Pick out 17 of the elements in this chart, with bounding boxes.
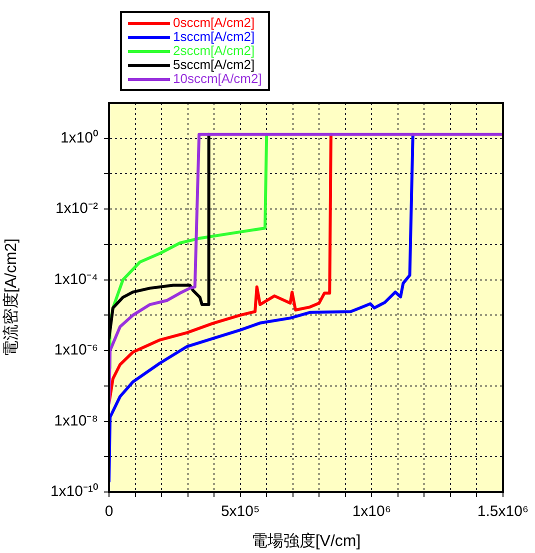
y-tick-label: 1x10⁻²: [55, 200, 98, 218]
y-tick-label: 1x10⁰: [60, 130, 98, 147]
y-tick-label: 1x10⁻⁶: [54, 342, 98, 359]
y-axis-title: 電流密度[A/cm2]: [2, 238, 20, 357]
x-tick-label: 1.5x10⁶: [477, 503, 529, 520]
legend-label: 1sccm[A/cm2]: [173, 29, 255, 44]
y-tick-label: 1x10⁻⁴: [54, 270, 98, 288]
x-tick-label: 0: [104, 503, 114, 520]
x-tick-label: 5x10⁵: [220, 503, 260, 520]
y-tick-label: 1x10⁻⁸: [54, 412, 98, 430]
x-axis-title: 電場強度[V/cm]: [251, 532, 361, 550]
legend-label: 10sccm[A/cm2]: [173, 71, 262, 86]
x-tick-label: 1x10⁶: [352, 503, 392, 520]
legend-label: 0sccm[A/cm2]: [173, 15, 255, 30]
legend-label: 2sccm[A/cm2]: [173, 43, 255, 58]
legend-label: 5sccm[A/cm2]: [173, 57, 255, 72]
y-tick-label: 1x10⁻¹⁰: [50, 483, 98, 500]
